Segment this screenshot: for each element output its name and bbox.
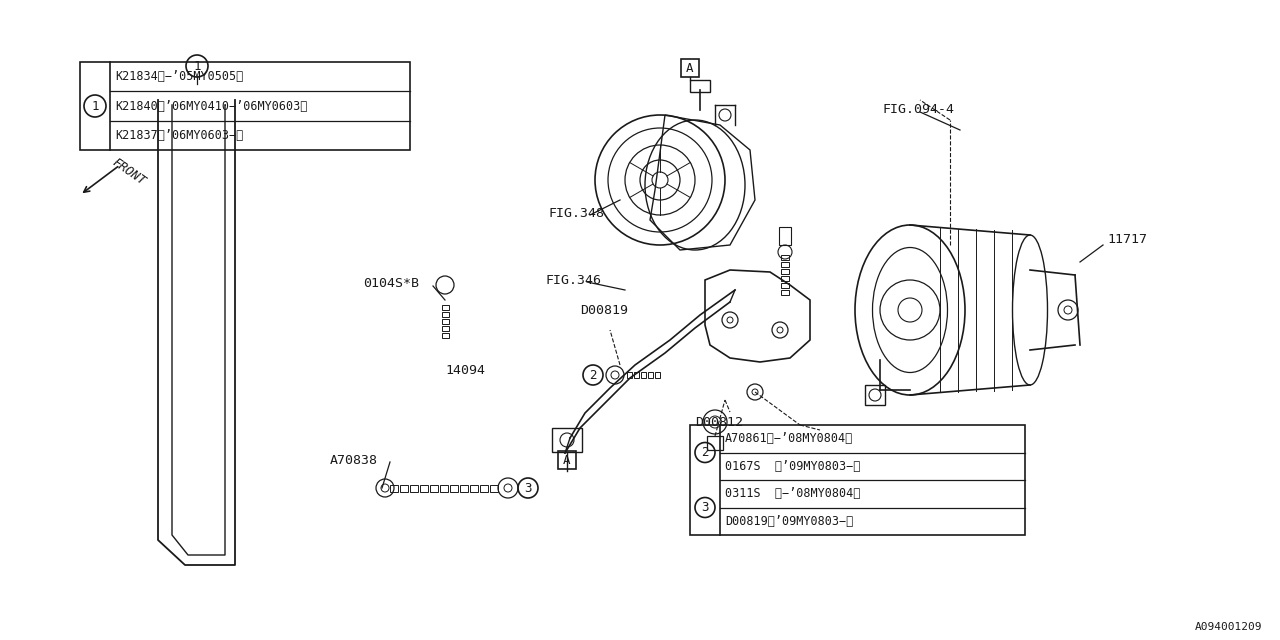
Bar [390, 484, 398, 492]
Bar [470, 484, 477, 492]
Text: D00812: D00812 [695, 415, 742, 429]
Bar [552, 428, 582, 452]
Text: D00819（’09MY0803−）: D00819（’09MY0803−） [724, 515, 854, 528]
Bar [655, 372, 660, 378]
Bar [865, 385, 884, 405]
Text: A: A [563, 454, 571, 467]
Bar [780, 227, 791, 245]
Text: A: A [686, 61, 694, 74]
Text: 14094: 14094 [445, 364, 485, 376]
Bar [442, 319, 448, 324]
Bar [781, 262, 788, 267]
Bar [480, 484, 488, 492]
Text: 0167S  （’09MY0803−）: 0167S （’09MY0803−） [724, 460, 860, 473]
Text: 3: 3 [525, 481, 531, 495]
Bar [420, 484, 428, 492]
Bar [460, 484, 468, 492]
Bar [442, 312, 448, 317]
Bar [442, 305, 448, 310]
Text: K21834（−’05MY0505）: K21834（−’05MY0505） [115, 70, 243, 83]
Text: D00819: D00819 [580, 303, 628, 317]
Text: FIG.346: FIG.346 [545, 273, 602, 287]
Text: FIG.348: FIG.348 [548, 207, 604, 220]
Text: 2: 2 [589, 369, 596, 381]
Bar [430, 484, 438, 492]
Text: 1: 1 [91, 99, 99, 113]
Text: 0311S  （−’08MY0804）: 0311S （−’08MY0804） [724, 487, 860, 500]
Bar [490, 484, 498, 492]
Bar [781, 255, 788, 260]
Bar [781, 276, 788, 281]
Bar [442, 333, 448, 338]
Bar [451, 484, 458, 492]
Bar [648, 372, 653, 378]
Bar [707, 436, 723, 450]
Text: K21840（’06MY0410−’06MY0603）: K21840（’06MY0410−’06MY0603） [115, 99, 307, 113]
Text: A094001209: A094001209 [1194, 622, 1262, 632]
Text: A70861（−’08MY0804）: A70861（−’08MY0804） [724, 432, 854, 445]
Bar [690, 80, 710, 92]
Bar [81, 62, 410, 150]
Text: 0104S*B: 0104S*B [364, 276, 419, 289]
Bar [440, 484, 448, 492]
Bar [681, 59, 699, 77]
Bar [781, 290, 788, 295]
Bar [401, 484, 408, 492]
Text: 3: 3 [701, 501, 709, 514]
Text: K21837（’06MY0603−）: K21837（’06MY0603−） [115, 129, 243, 142]
Bar [634, 372, 639, 378]
Text: 1: 1 [193, 60, 201, 72]
Text: 2: 2 [701, 446, 709, 459]
Text: A70838: A70838 [330, 454, 378, 467]
Text: FRONT: FRONT [110, 156, 148, 188]
Bar [410, 484, 419, 492]
Bar [781, 283, 788, 288]
Bar [690, 425, 1025, 535]
Bar [641, 372, 646, 378]
Text: 11717: 11717 [1107, 232, 1147, 246]
Bar [442, 326, 448, 331]
Bar [627, 372, 632, 378]
Bar [781, 269, 788, 274]
Bar [558, 451, 576, 469]
Text: FIG.094-4: FIG.094-4 [882, 102, 954, 115]
